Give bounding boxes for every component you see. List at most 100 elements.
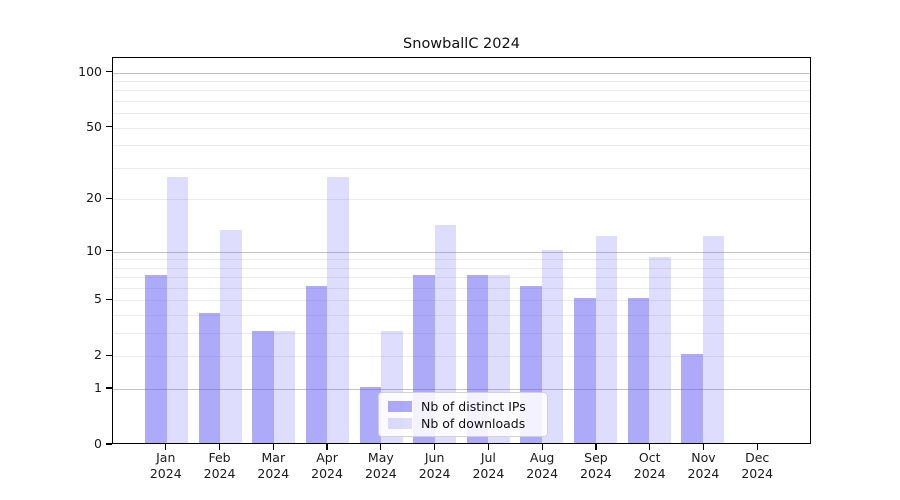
legend-item-distinct-ips: Nb of distinct IPs <box>388 399 539 414</box>
x-tick-mark-dec <box>756 444 758 450</box>
x-tick-year: 2024 <box>633 466 666 481</box>
x-tick-year: 2024 <box>472 466 505 481</box>
bar-downloads-sep <box>595 236 618 443</box>
x-tick-mark-oct <box>649 444 651 450</box>
gridline-major-10 <box>113 251 810 253</box>
x-tick-label-mar: Mar 2024 <box>243 450 303 482</box>
bar-ips-mar <box>252 331 274 443</box>
y-tick-mark-20 <box>106 197 112 199</box>
gridline-minor-70 <box>113 101 810 102</box>
chart-title: SnowballC 2024 <box>403 36 520 52</box>
x-tick-mark-jan <box>165 444 167 450</box>
x-tick-label-jul: Jul 2024 <box>458 450 518 482</box>
x-tick-year: 2024 <box>364 466 397 481</box>
y-tick-mark-50 <box>106 126 112 128</box>
x-tick-label-may: May 2024 <box>351 450 411 482</box>
x-tick-label-jun: Jun 2024 <box>405 450 465 482</box>
x-tick-month: Aug <box>529 450 555 465</box>
y-tick-mark-5 <box>106 298 112 301</box>
legend-label-downloads: Nb of downloads <box>421 416 526 431</box>
x-tick-year: 2024 <box>203 466 236 481</box>
bar-downloads-oct <box>649 257 671 443</box>
gridline-minor-80 <box>113 90 810 92</box>
y-tick-label-1: 1 <box>94 380 102 396</box>
x-tick-year: 2024 <box>418 466 451 481</box>
x-tick-month: Sep <box>584 450 608 465</box>
x-tick-year: 2024 <box>687 466 720 481</box>
y-tick-label-2: 2 <box>94 347 102 363</box>
x-tick-year: 2024 <box>257 466 290 481</box>
y-tick-mark-0 <box>106 443 112 445</box>
x-tick-year: 2024 <box>526 466 559 481</box>
bar-downloads-jun <box>434 224 457 443</box>
plot-area <box>112 57 811 444</box>
x-tick-month: Jul <box>480 450 496 465</box>
y-tick-label-10: 10 <box>86 242 102 258</box>
gridline-minor-8 <box>113 267 810 269</box>
x-tick-year: 2024 <box>741 466 774 481</box>
x-tick-year: 2024 <box>580 466 612 481</box>
y-tick-mark-1 <box>106 387 112 389</box>
gridline-major-1 <box>113 389 810 391</box>
y-tick-label-0: 0 <box>94 436 102 451</box>
bar-downloads-apr <box>327 177 349 443</box>
bar-ips-jan <box>145 275 167 443</box>
x-tick-label-apr: Apr 2024 <box>297 450 357 482</box>
y-tick-mark-2 <box>106 354 112 356</box>
gridline-minor-4 <box>113 315 810 317</box>
x-tick-month: Jan <box>156 450 176 465</box>
x-tick-label-feb: Feb 2024 <box>190 450 250 482</box>
x-tick-mark-sep <box>595 444 597 450</box>
gridline-minor-50 <box>113 127 810 129</box>
gridline-minor-2 <box>113 356 810 358</box>
y-tick-mark-100 <box>106 70 112 73</box>
x-tick-month: Apr <box>316 450 338 465</box>
x-tick-label-aug: Aug 2024 <box>512 450 572 482</box>
x-tick-month: Feb <box>208 450 231 465</box>
x-tick-month: May <box>367 450 394 465</box>
x-tick-month: Oct <box>638 450 661 465</box>
legend-label-distinct-ips: Nb of distinct IPs <box>421 399 526 414</box>
x-tick-mark-jun <box>433 444 436 450</box>
bar-downloads-mar <box>273 331 296 443</box>
y-tick-label-50: 50 <box>86 118 102 134</box>
x-tick-mark-feb <box>218 444 221 450</box>
x-tick-year: 2024 <box>149 466 182 481</box>
y-tick-label-100: 100 <box>78 63 102 79</box>
bar-ips-feb <box>198 313 221 443</box>
x-tick-month: Jun <box>424 450 445 465</box>
bar-ips-sep <box>574 298 596 443</box>
gridline-minor-7 <box>113 277 810 279</box>
y-tick-mark-10 <box>106 249 112 252</box>
legend-swatch-distinct-ips <box>388 401 412 412</box>
gridline-minor-40 <box>113 145 810 147</box>
gridline-minor-3 <box>113 333 810 335</box>
x-tick-month: Dec <box>745 450 770 465</box>
x-tick-year: 2024 <box>311 466 343 481</box>
bar-ips-may <box>359 387 382 443</box>
x-tick-mark-may <box>380 444 382 450</box>
x-tick-month: Mar <box>261 450 286 465</box>
x-tick-mark-jul <box>487 444 490 450</box>
x-tick-mark-apr <box>326 444 328 450</box>
y-tick-label-20: 20 <box>86 190 102 206</box>
gridline-minor-5 <box>113 300 810 302</box>
gridline-minor-6 <box>113 288 810 289</box>
gridline-major-100 <box>113 72 810 74</box>
gridline-minor-9 <box>113 259 810 261</box>
bar-ips-oct <box>627 298 650 443</box>
x-tick-label-jan: Jan 2024 <box>136 450 196 482</box>
x-tick-mark-nov <box>702 444 705 450</box>
bar-ips-nov <box>681 354 703 443</box>
gridline-minor-20 <box>113 199 810 201</box>
legend-swatch-downloads <box>388 418 412 429</box>
gridline-minor-90 <box>113 81 810 82</box>
x-tick-label-dec: Dec 2024 <box>727 450 787 482</box>
bar-ips-apr <box>305 286 328 443</box>
x-tick-mark-aug <box>541 444 543 450</box>
gridline-minor-60 <box>113 113 810 115</box>
bar-downloads-nov <box>702 236 725 443</box>
y-tick-label-5: 5 <box>94 291 102 307</box>
bar-downloads-jan <box>166 177 189 443</box>
legend-item-downloads: Nb of downloads <box>388 416 539 431</box>
